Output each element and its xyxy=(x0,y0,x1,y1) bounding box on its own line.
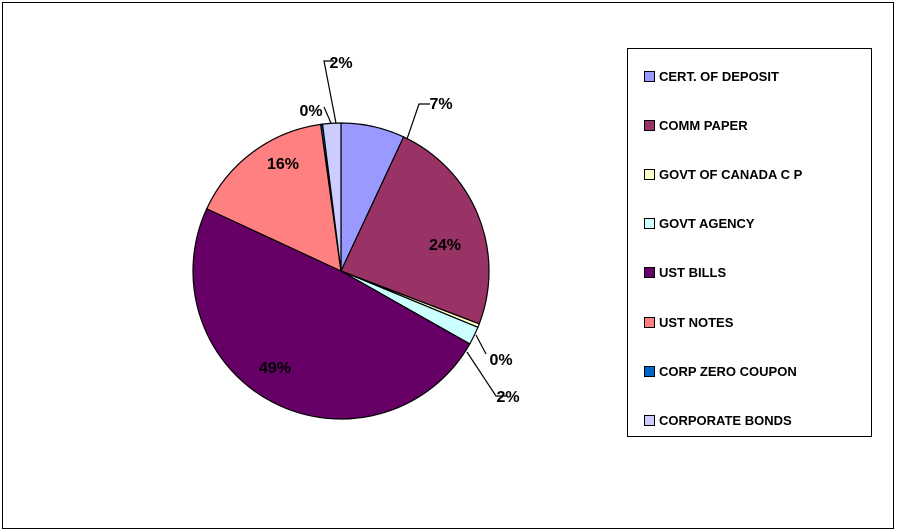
leader-line xyxy=(323,106,332,124)
leader-lines xyxy=(323,60,506,397)
legend-swatch xyxy=(644,70,655,82)
data-label: 7% xyxy=(429,96,452,113)
legend-label: UST BILLS xyxy=(659,265,727,281)
legend-label: CERT. OF DEPOSIT xyxy=(659,68,779,84)
data-label: 16% xyxy=(267,156,299,173)
legend: CERT. OF DEPOSIT COMM PAPER GOVT OF CANADA… xyxy=(627,48,872,437)
legend-label: COMM PAPER xyxy=(659,117,748,133)
data-label: 49% xyxy=(259,360,291,377)
legend-label: CORPORATE BONDS xyxy=(659,412,792,428)
pie-slice-ust-bills xyxy=(192,207,471,420)
legend-swatch xyxy=(644,119,655,131)
legend-swatch xyxy=(644,218,655,230)
legend-swatch xyxy=(644,365,655,377)
legend-label: UST NOTES xyxy=(659,314,734,330)
leader-line xyxy=(406,103,430,140)
data-labels: 7% 24% 0% 2% 49% 16% 0% 2% xyxy=(259,55,520,406)
data-label: 2% xyxy=(496,389,519,406)
data-label: 2% xyxy=(329,55,352,72)
pie-slice-comm-paper xyxy=(340,136,490,325)
legend-entry: GOVT AGENCY xyxy=(644,216,755,232)
leader-line xyxy=(466,351,506,397)
legend-label: CORP ZERO COUPON xyxy=(659,363,797,379)
leader-line xyxy=(323,60,337,124)
legend-swatch xyxy=(644,414,655,426)
legend-entry: UST BILLS xyxy=(644,265,726,281)
legend-entry: COMM PAPER xyxy=(644,117,748,133)
data-label: 24% xyxy=(429,237,461,254)
legend-swatch xyxy=(644,267,655,279)
pie-slices xyxy=(192,122,490,420)
legend-entry: CORPORATE BONDS xyxy=(644,412,792,428)
pie-slice-ust-notes xyxy=(205,123,342,273)
legend-entry: UST NOTES xyxy=(644,314,733,330)
legend-label: GOVT AGENCY xyxy=(659,216,755,232)
legend-entry: CERT. OF DEPOSIT xyxy=(644,68,779,84)
leader-line xyxy=(475,334,487,355)
legend-swatch xyxy=(644,168,655,180)
pie-slice-corporate-bonds xyxy=(321,122,342,272)
legend-swatch xyxy=(644,316,655,328)
data-label: 0% xyxy=(489,352,512,369)
legend-entry: CORP ZERO COUPON xyxy=(644,363,797,379)
legend-label: GOVT OF CANADA C P xyxy=(659,166,803,182)
legend-entry: GOVT OF CANADA C P xyxy=(644,166,802,182)
data-label: 0% xyxy=(299,103,322,120)
